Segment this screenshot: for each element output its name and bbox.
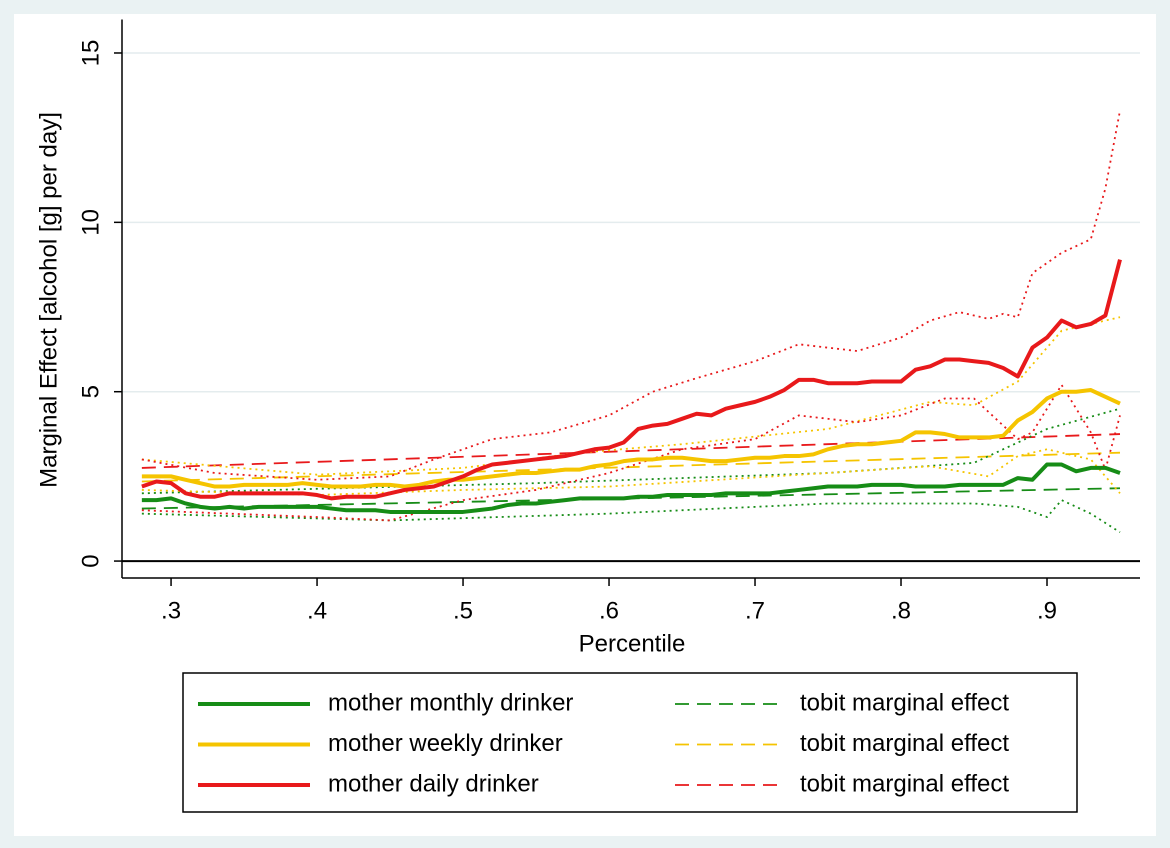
chart-background bbox=[14, 14, 1156, 836]
x-tick-label: .8 bbox=[891, 597, 911, 624]
legend-box bbox=[182, 672, 1078, 813]
y-tick-label: 0 bbox=[77, 554, 104, 567]
legend-label: mother daily drinker bbox=[328, 770, 539, 797]
series-line bbox=[141, 407, 1121, 495]
x-axis-title: Percentile bbox=[579, 630, 686, 657]
x-tick-label: .7 bbox=[745, 597, 765, 624]
y-tick-label: 15 bbox=[77, 40, 104, 67]
series-line bbox=[141, 388, 1121, 489]
legend-label: tobit marginal effect bbox=[800, 730, 1009, 757]
legend-label: mother weekly drinker bbox=[328, 730, 563, 757]
y-tick-label: 5 bbox=[77, 385, 104, 398]
y-axis-title: Marginal Effect [alcohol [g] per day] bbox=[35, 112, 62, 488]
legend-label: mother monthly drinker bbox=[328, 689, 573, 716]
x-tick-label: .3 bbox=[161, 597, 181, 624]
x-tick-label: .9 bbox=[1037, 597, 1057, 624]
x-tick-label: .6 bbox=[599, 597, 619, 624]
series-line bbox=[141, 384, 1121, 522]
x-tick-label: .5 bbox=[453, 597, 473, 624]
series-line bbox=[141, 259, 1122, 501]
series-line bbox=[141, 451, 1121, 483]
legend-label: tobit marginal effect bbox=[800, 770, 1009, 797]
y-tick-label: 10 bbox=[77, 209, 104, 236]
series-line bbox=[141, 433, 1121, 469]
x-tick-label: .4 bbox=[307, 597, 327, 624]
legend-label: tobit marginal effect bbox=[800, 689, 1009, 716]
series-line bbox=[141, 110, 1121, 481]
series-line bbox=[141, 462, 1121, 514]
